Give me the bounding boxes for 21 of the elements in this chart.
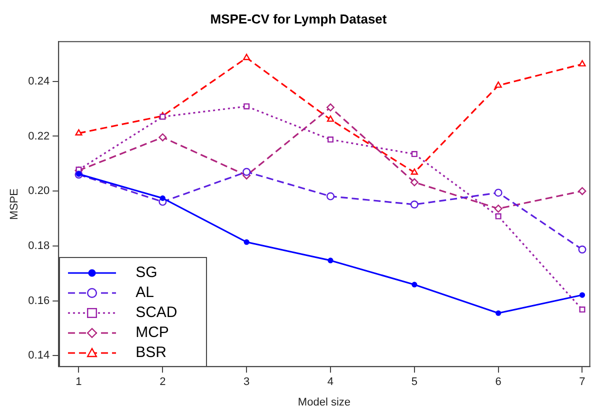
legend-label: BSR [136, 344, 166, 362]
legend-label: SCAD [136, 304, 178, 322]
x-tick-label: 1 [76, 376, 82, 388]
x-tick-label: 5 [411, 376, 418, 388]
chart-title: MSPE-CV for Lymph Dataset [210, 11, 388, 26]
x-tick-label: 6 [495, 376, 502, 388]
x-tick-label: 7 [579, 376, 586, 388]
x-tick-label: 4 [327, 376, 334, 388]
legend-label: AL [136, 284, 154, 302]
legend-label: SG [136, 264, 158, 282]
y-tick-label: 0.24 [28, 75, 50, 88]
y-tick-label: 0.20 [28, 185, 50, 198]
x-axis-title: Model size [298, 396, 350, 408]
x-tick-label: 3 [244, 376, 250, 388]
y-tick-label: 0.22 [28, 130, 50, 142]
y-tick-label: 0.14 [28, 350, 50, 362]
y-tick-label: 0.16 [28, 294, 50, 307]
y-axis-title: MSPE [8, 188, 21, 220]
legend-label: MCP [136, 324, 169, 342]
y-tick-label: 0.18 [28, 240, 50, 252]
x-tick-label: 2 [160, 376, 166, 388]
